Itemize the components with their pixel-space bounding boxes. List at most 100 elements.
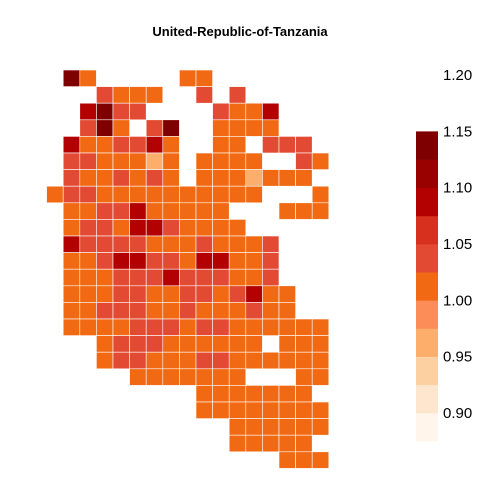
map-cell xyxy=(79,202,97,220)
map-cell xyxy=(262,102,280,121)
map-cell xyxy=(195,268,213,287)
map-cell xyxy=(262,252,280,270)
map-cell xyxy=(112,252,130,270)
map-cell xyxy=(96,152,114,170)
map-cell xyxy=(245,418,263,436)
map-cell xyxy=(129,252,147,270)
map-cell xyxy=(228,102,247,121)
map-cell xyxy=(145,185,164,204)
map-cell xyxy=(129,219,147,237)
map-cell xyxy=(262,401,280,419)
map-cell xyxy=(228,302,247,320)
map-cell xyxy=(212,202,230,220)
map-cell xyxy=(129,285,147,303)
legend-tick-label: 1.10 xyxy=(443,180,472,197)
map-cell xyxy=(145,335,164,353)
map-cell xyxy=(245,385,263,403)
map-cell xyxy=(311,351,330,370)
map-cell xyxy=(179,318,197,336)
map-cell xyxy=(245,152,263,170)
map-cell xyxy=(79,285,97,303)
legend-tick-label: 1.20 xyxy=(443,67,472,84)
map-cell xyxy=(129,235,147,253)
map-cell xyxy=(79,302,97,320)
map-cell xyxy=(96,302,114,320)
map-cell xyxy=(228,136,247,154)
map-cell xyxy=(262,434,280,453)
map-cell xyxy=(79,235,97,253)
map-cell xyxy=(195,185,213,204)
map-cell xyxy=(129,268,147,287)
map-cell xyxy=(278,285,296,303)
map-cell xyxy=(311,202,330,220)
map-cell xyxy=(212,401,230,419)
map-cell xyxy=(96,285,114,303)
legend-swatch xyxy=(416,187,438,217)
map-cell xyxy=(96,102,114,121)
map-cell xyxy=(311,451,330,469)
map-cell xyxy=(262,285,280,303)
map-cell xyxy=(245,335,263,353)
map-cell xyxy=(195,401,213,419)
map-cell xyxy=(112,185,130,204)
map-cell xyxy=(162,318,180,336)
map-cell xyxy=(278,169,296,187)
map-cell xyxy=(295,385,313,403)
map-cell xyxy=(195,152,213,170)
map-cell xyxy=(162,235,180,253)
map-cell xyxy=(228,335,247,353)
legend-swatch xyxy=(416,356,438,386)
map-cell xyxy=(262,169,280,187)
legend-tick-label: 0.90 xyxy=(443,405,472,422)
map-cell xyxy=(262,235,280,253)
map-cell xyxy=(295,434,313,453)
map-cell xyxy=(79,268,97,287)
map-cell xyxy=(195,86,213,104)
map-cell xyxy=(62,185,81,204)
map-cell xyxy=(79,119,97,137)
map-cell xyxy=(195,385,213,403)
map-cell xyxy=(195,302,213,320)
map-cell xyxy=(262,418,280,436)
map-cell xyxy=(112,86,130,104)
map-cell xyxy=(212,318,230,336)
map-cell xyxy=(112,152,130,170)
map-cell xyxy=(162,368,180,386)
map-cell xyxy=(79,318,97,336)
legend-swatch xyxy=(416,328,438,357)
legend-tick-label: 0.95 xyxy=(443,349,472,366)
map-cell xyxy=(311,318,330,336)
map-cell xyxy=(145,119,164,137)
map-cell xyxy=(62,136,81,154)
map-cell xyxy=(195,335,213,353)
map-cell xyxy=(262,136,280,154)
map-title: United-Republic-of-Tanzania xyxy=(152,24,328,39)
map-cell xyxy=(79,252,97,270)
map-cell xyxy=(145,351,164,370)
map-cell xyxy=(129,86,147,104)
map-cell xyxy=(262,385,280,403)
map-cell xyxy=(79,136,97,154)
map-cell xyxy=(228,252,247,270)
legend-tick-label: 1.15 xyxy=(443,123,472,140)
map-cell xyxy=(228,119,247,137)
map-cell xyxy=(79,219,97,237)
map-cell xyxy=(96,202,114,220)
map-cell xyxy=(262,318,280,336)
map-cell xyxy=(228,418,247,436)
map-cell xyxy=(62,152,81,170)
map-cell xyxy=(262,268,280,287)
map-cell xyxy=(96,318,114,336)
map-cell xyxy=(129,185,147,204)
map-cell xyxy=(212,302,230,320)
map-cell xyxy=(129,351,147,370)
map-cell xyxy=(245,351,263,370)
map-cell xyxy=(112,102,130,121)
map-cell xyxy=(162,351,180,370)
map-cell xyxy=(245,285,263,303)
map-cell xyxy=(278,136,296,154)
map-cell xyxy=(179,235,197,253)
map-cell xyxy=(145,152,164,170)
map-cell xyxy=(162,152,180,170)
